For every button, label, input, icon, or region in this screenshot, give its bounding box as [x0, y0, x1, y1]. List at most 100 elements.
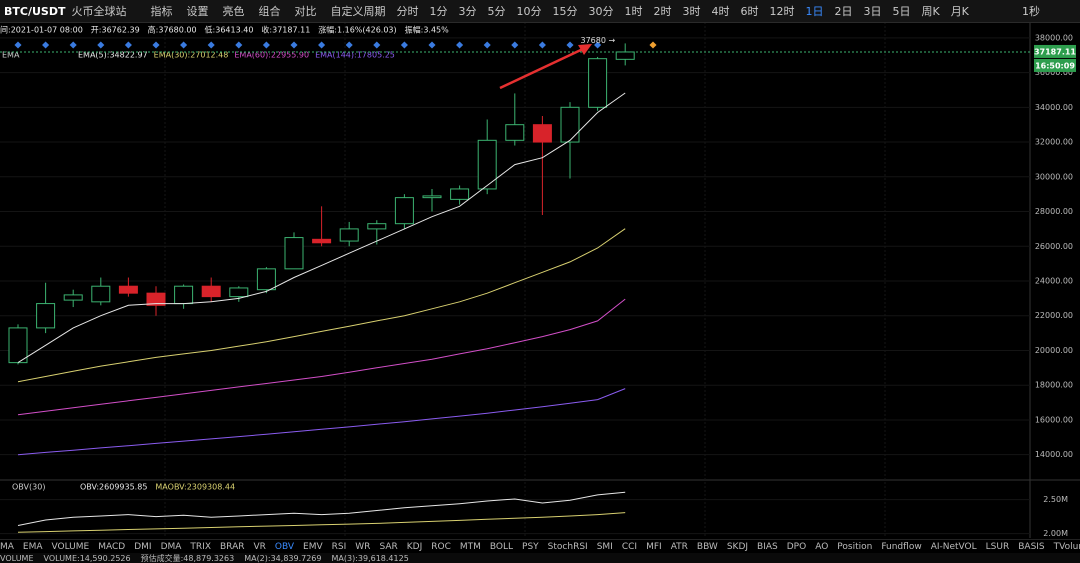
candle-body [394, 197, 414, 225]
period-button[interactable]: 1时 [624, 5, 643, 18]
period-button[interactable]: 周K [921, 5, 940, 18]
period-button[interactable]: 12时 [769, 5, 795, 18]
signal-diamond [42, 41, 50, 49]
y-tick-label: 24000.00 [1035, 277, 1073, 286]
period-button[interactable]: 月K [950, 5, 969, 18]
indicator-tab[interactable]: TVolume [1053, 542, 1080, 552]
indicator-tab[interactable]: ATR [670, 542, 688, 552]
y-tick-label: 30000.00 [1035, 172, 1073, 181]
indicator-tab[interactable]: EMV [303, 542, 323, 552]
y-tick-label: 32000.00 [1035, 138, 1073, 147]
indicator-tab[interactable]: BRAR [220, 542, 245, 552]
period-button[interactable]: 2时 [653, 5, 672, 18]
indicator-tabs: MA EMA VOLUME MACD DMI DMA TRIX BRAR VR OBV EMV RSI… [0, 539, 1080, 554]
legend-entry: EMA(30):27012.48 [154, 51, 229, 60]
volume-label: VOLUME [0, 553, 34, 563]
signal-diamond [400, 41, 408, 49]
signal-diamond [511, 41, 519, 49]
info-item: 收:37187.11 [261, 25, 310, 35]
indicator-tab[interactable]: MFI [646, 542, 662, 552]
signal-diamond [345, 41, 353, 49]
indicator-tab[interactable]: EMA [22, 542, 43, 552]
symbol[interactable]: BTC/USDT [4, 4, 66, 18]
period-button[interactable]: 5日 [892, 5, 911, 18]
signal-diamond [152, 41, 160, 49]
indicator-tab[interactable]: SMI [596, 542, 613, 552]
indicator-tab[interactable]: SKDJ [726, 542, 749, 552]
signal-diamond [566, 41, 574, 49]
indicator-tab[interactable]: DMA [160, 542, 182, 552]
period-button[interactable]: 15分 [552, 5, 578, 18]
period-button[interactable]: 1日 [805, 5, 824, 18]
period-button[interactable]: 5分 [487, 5, 506, 18]
indicator-tab[interactable]: ROC [431, 542, 451, 552]
ema-line [17, 388, 626, 456]
period-button[interactable]: 30分 [588, 5, 614, 18]
annotation-arrow [499, 46, 586, 90]
signal-diamond [290, 41, 298, 49]
indicator-tab[interactable]: KDJ [406, 542, 423, 552]
tool-button[interactable]: 设置 [186, 5, 209, 18]
custom-period[interactable]: 自定义周期 [330, 5, 386, 18]
indicator-tab[interactable]: RSI [331, 542, 347, 552]
y-tick-label: 18000.00 [1035, 381, 1073, 390]
period-button[interactable]: 分时 [396, 5, 419, 18]
period-button[interactable]: 1分 [429, 5, 448, 18]
indicator-tab[interactable]: BBW [696, 542, 718, 552]
period-button[interactable]: 2日 [834, 5, 853, 18]
tool-button[interactable]: 指标 [150, 5, 173, 18]
indicator-tab[interactable]: DMI [134, 542, 152, 552]
indicator-tab[interactable]: MACD [98, 542, 126, 552]
indicator-tab[interactable]: Position [837, 542, 873, 552]
period-button[interactable]: 4时 [711, 5, 730, 18]
tool-button[interactable]: 组合 [258, 5, 281, 18]
indicator-tab[interactable]: WR [355, 542, 371, 552]
candle-body [118, 285, 138, 294]
indicator-tab[interactable]: PSY [522, 542, 539, 552]
indicator-tab[interactable]: LSUR [985, 542, 1010, 552]
refresh-rate[interactable]: 1秒 [1022, 5, 1040, 18]
candle-body [36, 303, 56, 329]
y-tick-label: 2.00M [1043, 529, 1068, 538]
obv-line [17, 512, 626, 533]
indicator-tab[interactable]: SAR [379, 542, 398, 552]
period-button[interactable]: 10分 [516, 5, 542, 18]
signal-diamond [97, 41, 105, 49]
candle-body [422, 195, 442, 199]
exchange: 火币全球站 [71, 5, 127, 18]
indicator-tab[interactable]: BOLL [489, 542, 514, 552]
indicator-name: EMA [2, 51, 20, 60]
indicator-tab[interactable]: Fundflow [881, 542, 922, 552]
period-button[interactable]: 3时 [682, 5, 701, 18]
indicator-tab[interactable]: VR [253, 542, 266, 552]
indicator-tab[interactable]: OBV [274, 542, 295, 552]
indicator-tab[interactable]: StochRSI [547, 542, 588, 552]
y-tick-label: 26000.00 [1035, 242, 1073, 251]
period-button[interactable]: 6时 [740, 5, 759, 18]
tool-button[interactable]: 亮色 [222, 5, 245, 18]
legend-entry: EMA(144):17805.25 [315, 51, 395, 60]
period-button[interactable]: 3日 [863, 5, 882, 18]
tool-button[interactable]: 对比 [294, 5, 317, 18]
indicator-tab[interactable]: BIAS [757, 542, 778, 552]
indicator-tab[interactable]: MA [0, 542, 14, 552]
indicator-tab[interactable]: DPO [786, 542, 807, 552]
signal-diamond [373, 41, 381, 49]
indicator-tab[interactable]: TRIX [190, 542, 211, 552]
signal-diamond [207, 41, 215, 49]
signal-diamond [538, 41, 546, 49]
candle-body [63, 294, 83, 301]
indicator-tab[interactable]: AI-NetVOL [930, 542, 977, 552]
indicator-tab[interactable]: AO [815, 542, 829, 552]
candle-body [229, 287, 249, 298]
indicator-tab[interactable]: BASIS [1018, 542, 1045, 552]
legend-entry: EMA(5):34822.97 [78, 51, 148, 60]
period-button[interactable]: 3分 [458, 5, 477, 18]
candle-body [505, 124, 525, 141]
indicator-tab[interactable]: CCI [621, 542, 638, 552]
obv-line [17, 491, 626, 526]
indicator-tab[interactable]: VOLUME [51, 542, 90, 552]
indicator-tab[interactable]: MTM [459, 542, 481, 552]
candle-body [174, 285, 194, 305]
